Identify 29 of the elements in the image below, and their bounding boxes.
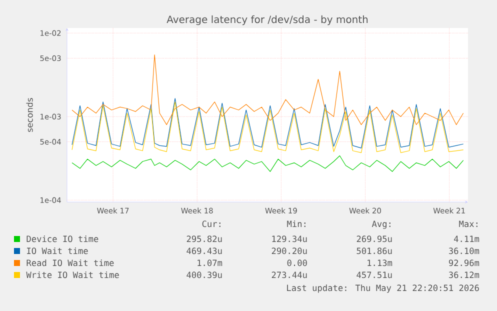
text: 400.39u [186, 272, 222, 278]
text: Avg: [372, 220, 390, 229]
text: 295.82u [186, 236, 222, 242]
legend-label: IO Wait time [27, 247, 88, 254]
legend-label: Read IO Wait time [26, 259, 114, 266]
text: 269.95u [356, 236, 392, 242]
line-series [72, 155, 464, 172]
text: 290.20u [272, 248, 307, 254]
text: 1.13m [368, 260, 392, 266]
text: 4.11m [454, 236, 480, 242]
text: Min: [287, 220, 306, 227]
text: 1.07m [198, 260, 222, 266]
legend-label: Device IO time [26, 235, 98, 242]
chart-title: Average latency for /dev/sda - by month [166, 15, 368, 26]
line-series [72, 54, 464, 125]
text: Last update: Thu May 21 22:20:51 2026 [287, 284, 479, 293]
text: 469.43u [186, 248, 222, 254]
text: 92.96m [448, 260, 480, 266]
text: Max: [459, 220, 478, 228]
y-axis-title: seconds [26, 98, 33, 132]
text: 501.86u [356, 248, 392, 254]
text: 36.12m [448, 272, 480, 278]
text: Cur: [202, 220, 220, 228]
text: 457.51u [356, 272, 392, 278]
legend-label: Write IO Wait time [26, 271, 119, 278]
text: 36.10m [448, 248, 480, 254]
text: 129.34u [272, 236, 307, 242]
text: 0.00 [287, 260, 307, 266]
text: 273.44u [272, 272, 307, 278]
